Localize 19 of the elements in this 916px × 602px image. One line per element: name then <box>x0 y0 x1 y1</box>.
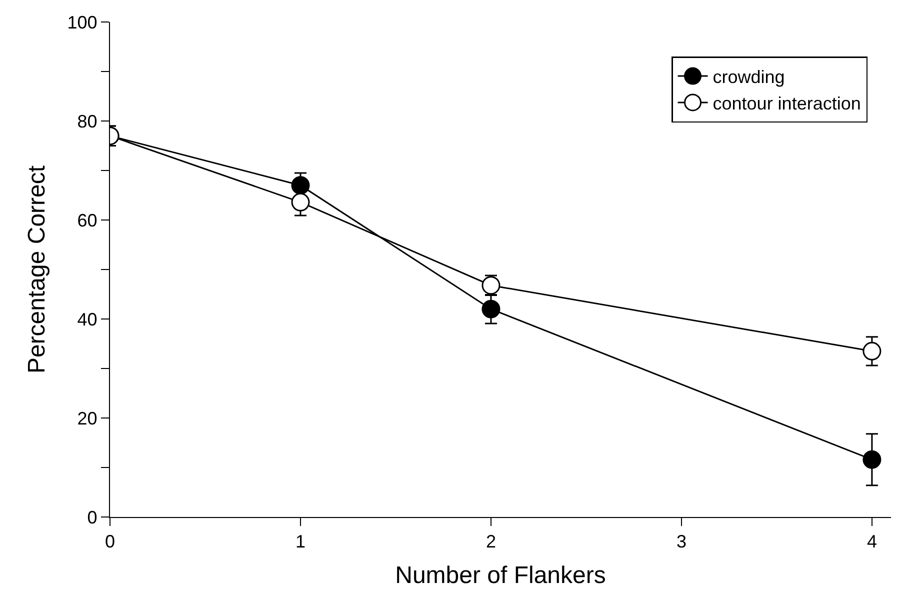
legend-label: contour interaction <box>712 93 861 114</box>
x-tick-label: 3 <box>676 532 686 552</box>
point <box>482 300 500 318</box>
y-tick-label: 60 <box>77 210 98 230</box>
y-tick-label: 80 <box>77 111 98 132</box>
x-tick-label: 2 <box>486 532 496 552</box>
x-axis-title: Number of Flankers <box>395 562 606 589</box>
y-tick-label: 40 <box>77 309 98 330</box>
y-tick-label: 20 <box>77 408 98 428</box>
y-tick-label: 100 <box>67 12 98 32</box>
point <box>291 192 310 212</box>
x-tick-label: 0 <box>104 532 116 552</box>
x-tick-label: 1 <box>295 532 306 552</box>
x-tick-label: 4 <box>866 532 877 552</box>
y-axis-title: Percentage Correct <box>23 165 50 374</box>
legend-label: crowding <box>712 67 785 88</box>
y-tick-label: 0 <box>87 507 98 528</box>
point <box>862 450 882 469</box>
point <box>862 342 882 360</box>
